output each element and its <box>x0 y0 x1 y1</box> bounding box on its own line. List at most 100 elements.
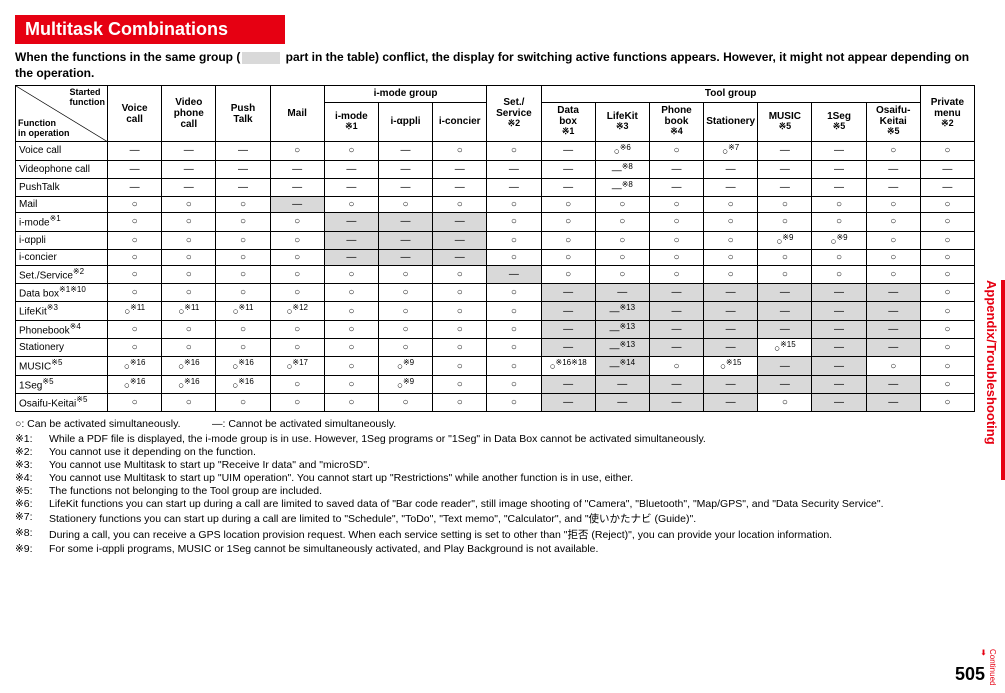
table-cell: — <box>216 178 270 196</box>
row-header: i-mode※1 <box>16 213 108 231</box>
table-cell: ○ <box>487 394 541 412</box>
row-header: i-concier <box>16 249 108 265</box>
table-cell: ○ <box>216 231 270 249</box>
table-cell: ○ <box>378 284 432 302</box>
table-cell: — <box>487 265 541 283</box>
footnotes: ※1:While a PDF file is displayed, the i-… <box>15 433 975 555</box>
table-cell: ○ <box>433 265 487 283</box>
table-cell: — <box>487 160 541 178</box>
table-cell: ○ <box>920 213 974 231</box>
table-row: 1Seg※5○※16○※16○※16○○○※9○○———————○ <box>16 375 975 393</box>
table-cell: ○ <box>324 265 378 283</box>
table-cell: ○ <box>595 197 649 213</box>
table-cell: — <box>270 178 324 196</box>
table-cell: — <box>378 249 432 265</box>
table-cell: — <box>649 178 703 196</box>
table-cell: — <box>866 284 920 302</box>
table-cell: ○ <box>649 265 703 283</box>
table-cell: ○ <box>866 142 920 160</box>
table-cell: — <box>649 394 703 412</box>
table-cell: ○ <box>704 249 758 265</box>
table-cell: — <box>704 160 758 178</box>
table-cell: — <box>324 160 378 178</box>
table-cell: ○ <box>433 375 487 393</box>
table-cell: — <box>866 178 920 196</box>
table-cell: — <box>758 320 812 338</box>
table-cell: ○ <box>649 249 703 265</box>
table-cell: ○ <box>866 265 920 283</box>
table-cell: — <box>541 302 595 320</box>
table-cell: ○ <box>487 142 541 160</box>
table-cell: ○※16※18 <box>541 357 595 375</box>
table-cell: — <box>758 357 812 375</box>
table-cell: ○ <box>920 231 974 249</box>
table-cell: ○ <box>920 320 974 338</box>
table-cell: ○ <box>216 249 270 265</box>
table-cell: ○ <box>433 339 487 357</box>
table-cell: ○ <box>595 213 649 231</box>
table-cell: — <box>487 178 541 196</box>
table-cell: ○ <box>324 394 378 412</box>
table-row: Phonebook※4○○○○○○○○——※13—————○ <box>16 320 975 338</box>
table-cell: — <box>704 302 758 320</box>
table-cell: — <box>595 394 649 412</box>
table-cell: ○ <box>162 249 216 265</box>
table-cell: ○※16 <box>162 357 216 375</box>
table-cell: ○ <box>649 357 703 375</box>
table-cell: ○ <box>108 265 162 283</box>
table-cell: ○ <box>324 357 378 375</box>
table-cell: — <box>812 142 866 160</box>
row-header: Stationery <box>16 339 108 357</box>
table-cell: — <box>812 160 866 178</box>
table-cell: — <box>162 142 216 160</box>
table-cell: ○ <box>920 302 974 320</box>
table-cell: ○ <box>433 320 487 338</box>
table-cell: ○ <box>866 197 920 213</box>
table-cell: ○ <box>866 213 920 231</box>
table-cell: ○ <box>324 197 378 213</box>
table-cell: — <box>649 320 703 338</box>
table-cell: ○※9 <box>378 357 432 375</box>
table-cell: ○ <box>487 357 541 375</box>
row-header: i-αppli <box>16 231 108 249</box>
table-cell: — <box>433 178 487 196</box>
row-header: 1Seg※5 <box>16 375 108 393</box>
table-cell: ○ <box>704 231 758 249</box>
table-cell: ○ <box>704 265 758 283</box>
table-cell: ○ <box>378 339 432 357</box>
table-cell: ○※16 <box>162 375 216 393</box>
row-header: Videophone call <box>16 160 108 178</box>
table-cell: — <box>162 160 216 178</box>
table-cell: ○ <box>378 302 432 320</box>
table-cell: ○ <box>162 284 216 302</box>
table-cell: ○※7 <box>704 142 758 160</box>
table-row: Voice call———○○—○○—○※6○○※7——○○ <box>16 142 975 160</box>
table-cell: ○ <box>270 249 324 265</box>
table-cell: ○ <box>216 213 270 231</box>
table-cell: — <box>866 375 920 393</box>
table-row: i-concier○○○○———○○○○○○○○○ <box>16 249 975 265</box>
table-cell: — <box>378 213 432 231</box>
table-cell: ○ <box>162 197 216 213</box>
table-cell: ○ <box>541 231 595 249</box>
table-cell: ○ <box>812 213 866 231</box>
table-cell: — <box>758 284 812 302</box>
table-cell: — <box>812 357 866 375</box>
side-bar <box>1001 280 1005 480</box>
table-cell: ○ <box>108 197 162 213</box>
table-cell: — <box>108 142 162 160</box>
table-cell: ○ <box>487 213 541 231</box>
table-cell: ○ <box>108 320 162 338</box>
table-cell: — <box>595 375 649 393</box>
table-cell: — <box>378 142 432 160</box>
table-cell: ○ <box>108 339 162 357</box>
table-cell: — <box>649 375 703 393</box>
table-cell: ○ <box>270 213 324 231</box>
table-cell: — <box>758 178 812 196</box>
col-header: LifeKit※3 <box>595 102 649 141</box>
table-cell: — <box>541 160 595 178</box>
table-cell: — <box>812 178 866 196</box>
table-cell: ○ <box>920 375 974 393</box>
table-cell: — <box>812 394 866 412</box>
table-cell: ○ <box>541 265 595 283</box>
